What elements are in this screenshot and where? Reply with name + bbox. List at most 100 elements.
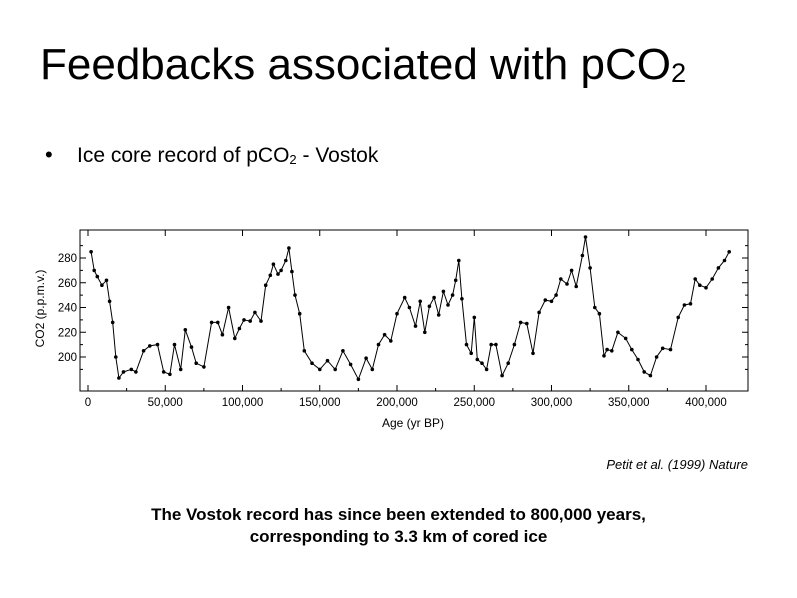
co2-data-point [104,278,109,283]
co2-data-point [453,278,458,283]
co2-data-point [325,358,330,363]
co2-data-point [110,320,115,325]
co2-data-point [302,349,307,353]
co2-data-point [559,277,563,281]
co2-data-point [727,250,731,254]
co2-data-point [341,349,345,353]
co2-data-point [654,355,659,359]
co2-data-point [233,336,237,341]
x-tick-label: 0 [85,397,91,409]
co2-data-point [370,367,375,372]
co2-data-point [597,311,602,316]
x-axis-label: Age (yr BP) [382,416,444,430]
co2-data-point [682,303,687,307]
co2-data-point [237,326,242,331]
co2-data-point [472,315,477,320]
co2-data-point [489,342,494,347]
co2-data-point [348,362,353,367]
co2-data-point [161,370,166,374]
bullet-tail: - Vostok [296,144,379,167]
y-tick-label: 200 [58,352,77,364]
y-tick-label: 220 [58,327,77,339]
co2-data-point [580,253,585,258]
co2-data-point [194,361,198,366]
co2-data-point [636,357,640,362]
co2-data-point [436,313,441,317]
co2-data-point [148,344,152,348]
co2-data-point [364,356,368,361]
co2-data-point [253,310,257,315]
co2-data-point [259,319,263,323]
co2-data-point [220,332,225,337]
co2-data-point [287,246,291,250]
co2-data-point [616,330,620,335]
footnote-line-2: corresponding to 3.3 km of cored ice [249,527,548,546]
x-tick-label: 400,000 [685,397,727,409]
co2-data-point [376,342,381,347]
co2-data-point [297,311,302,316]
co2-data-point [704,285,708,290]
co2-data-point [284,258,288,263]
co2-data-point [263,283,268,288]
co2-data-point [413,324,418,328]
y-tick-label: 280 [58,253,77,265]
co2-data-point [168,372,172,377]
co2-data-point [565,282,569,286]
co2-data-point [593,305,597,310]
co2-data-point [668,347,673,352]
y-axis-label: CO2 (p.p.m.v.) [33,270,47,348]
y-tick-label: 260 [58,278,77,290]
co2-data-point [574,284,578,289]
co2-data-point [226,305,231,310]
co2-data-point [602,354,606,358]
co2-data-point [676,315,680,320]
co2-data-point [450,293,455,297]
co2-data-point [114,355,118,359]
co2-data-point [202,365,206,369]
x-tick-label: 250,000 [453,397,495,409]
co2-data-point [268,273,273,278]
co2-data-point [209,320,214,325]
co2-data-point [531,351,535,356]
plot-frame [79,229,749,392]
co2-data-point [475,357,480,362]
co2-data-point [248,319,252,323]
co2-data-point [189,345,194,349]
co2-data-point [183,328,188,332]
co2-data-point [382,332,387,337]
y-tick-label: 240 [58,303,77,315]
co2-data-point [276,272,280,276]
co2-data-point [134,370,138,374]
x-tick-label: 150,000 [299,397,341,409]
co2-data-point [554,293,558,297]
co2-data-point [518,320,523,325]
co2-data-point [407,305,412,310]
co2-data-point [693,277,697,281]
co2-data-point [525,321,529,326]
x-tick-label: 200,000 [376,397,418,409]
x-tick-label: 100,000 [222,397,264,409]
slide-title-subscript: 2 [670,57,687,89]
co2-data-point [469,351,474,356]
co2-data-point [494,342,498,347]
co2-data-point [446,303,450,307]
x-tick-label: 50,000 [148,397,183,409]
co2-data-point [290,269,294,274]
co2-data-point [630,347,634,352]
co2-data-point [569,268,574,273]
co2-data-point [610,349,614,353]
co2-data-point [464,342,469,347]
co2-data-point [129,367,134,372]
co2-data-point [389,339,393,343]
co2-data-point [92,268,96,273]
co2-data-point [121,370,126,374]
co2-data-point [537,310,541,315]
bullet-text: Ice core record of pCO [77,144,290,167]
co2-data-point [279,268,283,273]
bullet-subscript: 2 [289,152,297,167]
co2-data-point [457,258,461,263]
co2-data-point [310,361,314,366]
co2-data-point [432,295,436,300]
co2-data-point [89,250,93,254]
